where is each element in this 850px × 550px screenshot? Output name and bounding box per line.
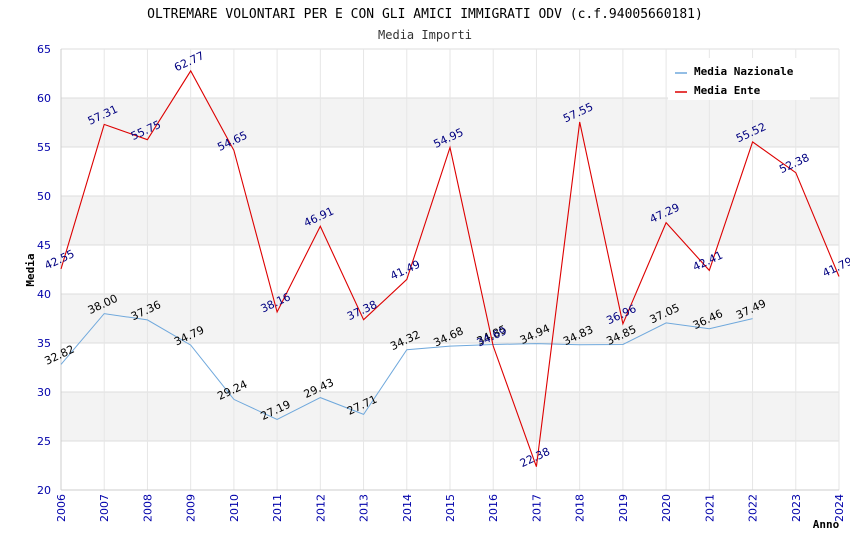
series-lines (60, 69, 840, 467)
y-tick-label: 55 (37, 141, 51, 154)
legend-box (668, 58, 810, 100)
legend-label-media-ente: Media Ente (694, 84, 761, 97)
chart-title: OLTREMARE VOLONTARI PER E CON GLI AMICI … (147, 7, 703, 22)
x-tick-label: 2022 (747, 494, 760, 522)
x-tick-label: 2010 (228, 494, 241, 522)
y-axis-label: Media (24, 253, 37, 286)
x-tick-label: 2011 (271, 494, 284, 522)
chart-subtitle: Media Importi (378, 28, 472, 42)
y-tick-label: 40 (37, 288, 51, 301)
legend-label-media-nazionale: Media Nazionale (694, 65, 794, 78)
y-tick-label: 45 (37, 239, 51, 252)
legend: Media Nazionale Media Ente (668, 58, 810, 100)
x-tick-label: 2021 (703, 494, 716, 522)
y-tick-label: 60 (37, 92, 51, 105)
y-tick-label: 20 (37, 484, 51, 497)
x-tick-label: 2015 (444, 494, 457, 522)
grid-lines (60, 48, 840, 491)
y-axis-ticks: 20 25 30 35 40 45 50 55 60 65 (37, 43, 51, 497)
x-tick-label: 2023 (790, 494, 803, 522)
x-tick-label: 2016 (487, 494, 500, 522)
x-tick-label: 2024 (833, 494, 846, 522)
x-tick-label: 2017 (530, 494, 543, 522)
x-tick-label: 2019 (617, 494, 630, 522)
x-axis-label: Anno (813, 518, 840, 531)
x-tick-label: 2018 (574, 494, 587, 522)
x-tick-label: 2008 (141, 494, 154, 522)
x-tick-label: 2006 (55, 494, 68, 522)
y-tick-label: 65 (37, 43, 51, 56)
x-tick-label: 2013 (358, 494, 371, 522)
x-tick-label: 2020 (660, 494, 673, 522)
x-tick-label: 2007 (98, 494, 111, 522)
y-tick-label: 50 (37, 190, 51, 203)
y-tick-label: 30 (37, 386, 51, 399)
x-tick-label: 2012 (314, 494, 327, 522)
x-axis-ticks: 2006 2007 2008 2009 2010 2011 2012 2013 2014 2015… (55, 494, 846, 522)
y-tick-label: 25 (37, 435, 51, 448)
series-line-media-ente (60, 69, 840, 467)
x-tick-label: 2014 (401, 494, 414, 522)
series-line-media-nazionale (60, 313, 753, 421)
x-tick-label: 2009 (185, 494, 198, 522)
y-tick-label: 35 (37, 337, 51, 350)
